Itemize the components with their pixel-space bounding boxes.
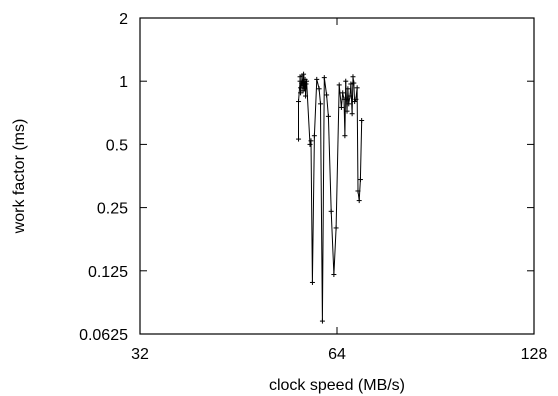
- data-point-marker: [351, 80, 357, 86]
- x-tick-label: 32: [131, 346, 149, 363]
- data-point-marker: [345, 86, 351, 92]
- data-point-marker: [342, 133, 348, 139]
- y-tick-label: 0.0625: [79, 327, 128, 344]
- data-point-marker: [331, 272, 337, 278]
- data-point-marker: [296, 136, 302, 142]
- data-point-marker: [301, 71, 307, 77]
- data-point-marker: [354, 85, 360, 91]
- data-point-marker: [302, 86, 308, 92]
- data-point-marker: [357, 177, 363, 183]
- data-point-marker: [311, 133, 317, 139]
- data-point-marker: [343, 78, 349, 84]
- y-tick-label: 0.25: [97, 201, 128, 218]
- data-point-marker: [319, 318, 325, 324]
- x-axis-label: clock speed (MB/s): [269, 377, 405, 394]
- data-point-marker: [341, 96, 347, 102]
- x-axis: 32 64 128: [131, 18, 547, 363]
- data-point-marker: [355, 188, 361, 194]
- data-point-marker: [350, 74, 356, 80]
- data-point-marker: [300, 80, 306, 86]
- data-point-marker: [298, 85, 304, 91]
- data-point-marker: [328, 208, 334, 214]
- data-point-marker: [318, 101, 324, 107]
- data-point-marker: [346, 101, 352, 107]
- x-tick-label: 64: [328, 346, 346, 363]
- x-tick-label: 128: [521, 346, 548, 363]
- y-tick-label: 2: [119, 11, 128, 28]
- data-point-marker: [338, 104, 344, 110]
- data-point-marker: [309, 279, 315, 285]
- data-point-marker: [308, 138, 314, 144]
- data-point-marker: [336, 82, 342, 88]
- data-point-marker: [324, 92, 330, 98]
- data-point-marker: [348, 81, 354, 87]
- data-point-marker: [316, 86, 322, 92]
- data-point-marker: [303, 93, 309, 99]
- data-point-marker: [347, 93, 353, 99]
- y-axis: 2 1 0.5 0.25 0.125 0.0625: [79, 11, 534, 344]
- data-point-marker: [344, 108, 350, 114]
- data-point-marker: [296, 99, 302, 105]
- data-point-marker: [325, 113, 331, 119]
- y-tick-label: 1: [119, 74, 128, 91]
- y-tick-label: 0.125: [88, 264, 128, 281]
- y-axis-label: work factor (ms): [11, 119, 28, 235]
- data-point-marker: [304, 78, 310, 84]
- data-point-marker: [359, 117, 365, 123]
- series-layer: [296, 71, 365, 324]
- data-point-marker: [321, 75, 327, 81]
- data-point-marker: [333, 225, 339, 231]
- data-point-marker: [340, 90, 346, 96]
- data-point-marker: [349, 111, 355, 117]
- y-tick-label: 0.5: [106, 137, 128, 154]
- data-point-marker: [356, 198, 362, 204]
- data-point-marker: [298, 90, 304, 96]
- data-point-marker: [353, 96, 359, 102]
- data-point-marker: [307, 141, 313, 147]
- data-point-marker: [314, 76, 320, 82]
- series-line: [298, 73, 363, 322]
